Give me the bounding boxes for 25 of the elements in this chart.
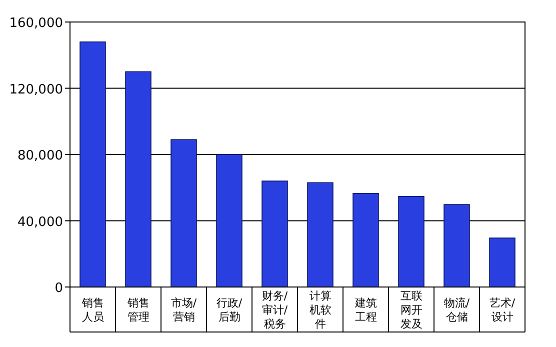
- bar: [398, 196, 424, 288]
- x-tick-label: 市场/营销: [170, 296, 197, 324]
- y-tick-label: 160,000: [9, 16, 63, 31]
- x-tick-label: 计算机软件: [309, 290, 332, 330]
- bar: [125, 71, 152, 288]
- x-tick-label: 行政/后勤: [216, 296, 242, 324]
- x-tick-label: 建筑工程: [354, 296, 377, 324]
- bar: [307, 182, 334, 288]
- y-tick-label: 80,000: [18, 148, 63, 164]
- bar: [352, 193, 379, 288]
- y-tick-label: 40,000: [18, 214, 63, 230]
- x-tick-label: 物流/仓储: [444, 296, 470, 324]
- bar: [80, 41, 106, 288]
- x-tick-label: 销售管理: [126, 296, 150, 324]
- y-tick-label: 0: [54, 281, 63, 296]
- x-tick-label: 艺术/设计: [489, 296, 516, 324]
- bar: [444, 204, 470, 288]
- bar: [262, 180, 288, 288]
- bar: [216, 154, 242, 288]
- bar: [170, 139, 197, 288]
- x-tick-label: 销售人员: [80, 296, 104, 324]
- bar: [489, 238, 516, 288]
- x-tick-label: 互联网开发及: [400, 290, 422, 330]
- x-tick-label: 财务/审计/税务: [262, 290, 288, 330]
- y-tick-label: 120,000: [9, 82, 63, 98]
